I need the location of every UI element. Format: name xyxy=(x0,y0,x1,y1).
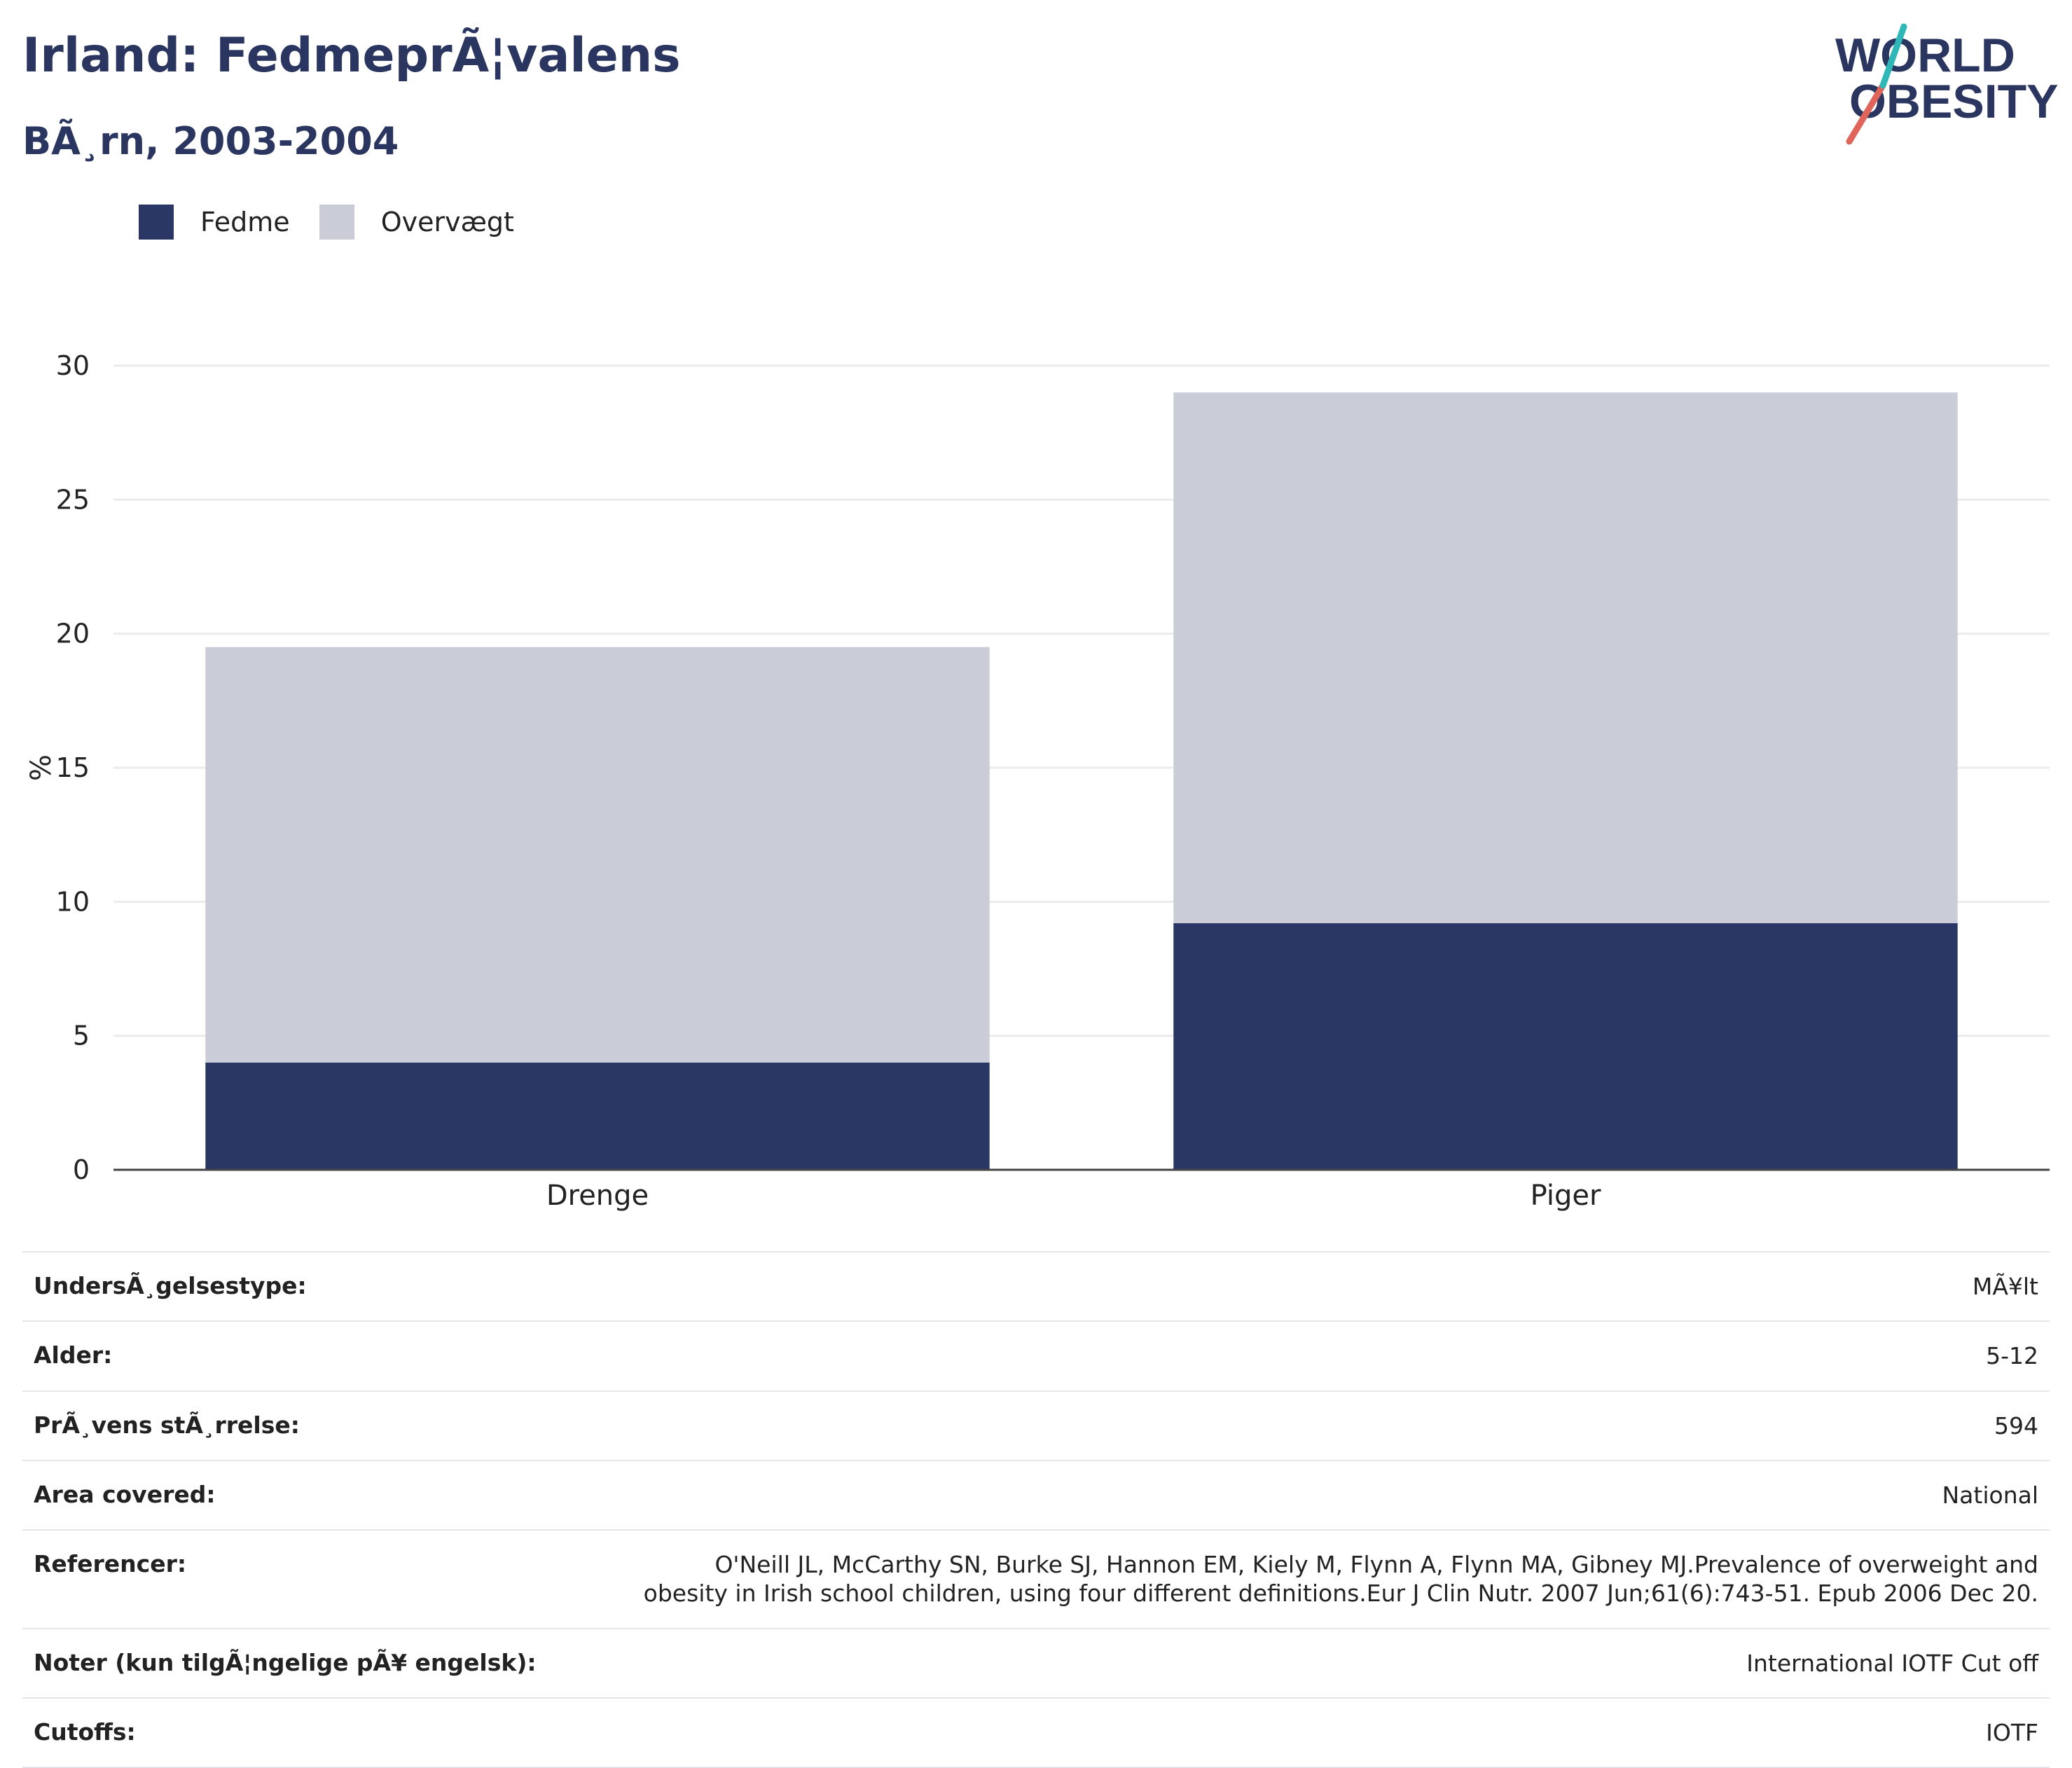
meta-key: PrÃ¸vens stÃ¸rrelse: xyxy=(34,1411,300,1439)
chart-legend: Fedme Overvægt xyxy=(139,205,544,240)
y-tick-label: 0 xyxy=(73,1154,90,1185)
meta-row-references: Referencer: O'Neill JL, McCarthy SN, Bur… xyxy=(22,1531,2050,1629)
y-axis-label: % xyxy=(25,754,57,781)
metadata-table: UndersÃ¸gelsestype: MÃ¥lt Alder: 5-12 Pr… xyxy=(22,1251,2050,1768)
legend-label-fedme: Fedme xyxy=(200,207,290,237)
meta-row-age: Alder: 5-12 xyxy=(22,1322,2050,1392)
bar-overvaegt-drenge xyxy=(205,647,990,1063)
meta-value: O'Neill JL, McCarthy SN, Burke SJ, Hanno… xyxy=(643,1551,2038,1608)
logo-slash-teal xyxy=(1879,23,1907,89)
x-tick-label: Drenge xyxy=(546,1180,649,1212)
legend-item-overvaegt[interactable]: Overvægt xyxy=(319,205,514,240)
meta-row-survey-type: UndersÃ¸gelsestype: MÃ¥lt xyxy=(22,1252,2050,1322)
meta-value: 5-12 xyxy=(1986,1342,2038,1370)
y-tick-label: 5 xyxy=(73,1021,90,1051)
y-tick-label: 15 xyxy=(56,752,90,783)
bar-chart: 0 5 10 15 20 25 30% Drenge Piger xyxy=(25,350,2050,1212)
bar-fedme-piger xyxy=(1173,923,1958,1170)
x-tick-label: Piger xyxy=(1531,1180,1601,1212)
bar-fedme-drenge xyxy=(205,1062,990,1170)
meta-key: Area covered: xyxy=(34,1480,216,1508)
legend-swatch-fedme xyxy=(139,205,174,240)
y-tick-label: 20 xyxy=(56,619,90,649)
meta-key: Noter (kun tilgÃ¦ngelige pÃ¥ engelsk): xyxy=(34,1648,537,1676)
meta-key: Referencer: xyxy=(34,1550,187,1577)
legend-item-fedme[interactable]: Fedme xyxy=(139,205,290,240)
meta-value: MÃ¥lt xyxy=(1972,1273,2038,1300)
y-tick-label: 30 xyxy=(56,350,90,381)
logo-slash-red xyxy=(1846,82,1886,145)
y-tick-label: 10 xyxy=(56,886,90,917)
meta-value: IOTF xyxy=(1986,1718,2038,1746)
meta-row-cutoffs: Cutoffs: IOTF xyxy=(22,1699,2050,1768)
chart-title: Irland: FedmeprÃ¦valens xyxy=(22,28,681,83)
meta-row-sample-size: PrÃ¸vens stÃ¸rrelse: 594 xyxy=(22,1392,2050,1461)
world-obesity-logo: WORLD OBESITY xyxy=(1835,23,2059,145)
meta-value: International IOTF Cut off xyxy=(1746,1649,2038,1677)
logo-text-world: WORLD xyxy=(1835,29,2015,82)
meta-key: Alder: xyxy=(34,1341,113,1369)
legend-swatch-overvaegt xyxy=(319,205,354,240)
meta-row-area: Area covered: National xyxy=(22,1461,2050,1531)
legend-label-overvaegt: Overvægt xyxy=(380,207,514,237)
chart-subtitle: BÃ¸rn, 2003-2004 xyxy=(22,119,399,163)
meta-key: UndersÃ¸gelsestype: xyxy=(34,1272,307,1299)
meta-value: 594 xyxy=(1994,1411,2038,1439)
meta-row-notes: Noter (kun tilgÃ¦ngelige pÃ¥ engelsk): I… xyxy=(22,1629,2050,1699)
meta-key: Cutoffs: xyxy=(34,1718,136,1746)
meta-value: National xyxy=(1942,1481,2038,1509)
bar-overvaegt-piger xyxy=(1173,392,1958,923)
y-tick-label: 25 xyxy=(56,484,90,515)
